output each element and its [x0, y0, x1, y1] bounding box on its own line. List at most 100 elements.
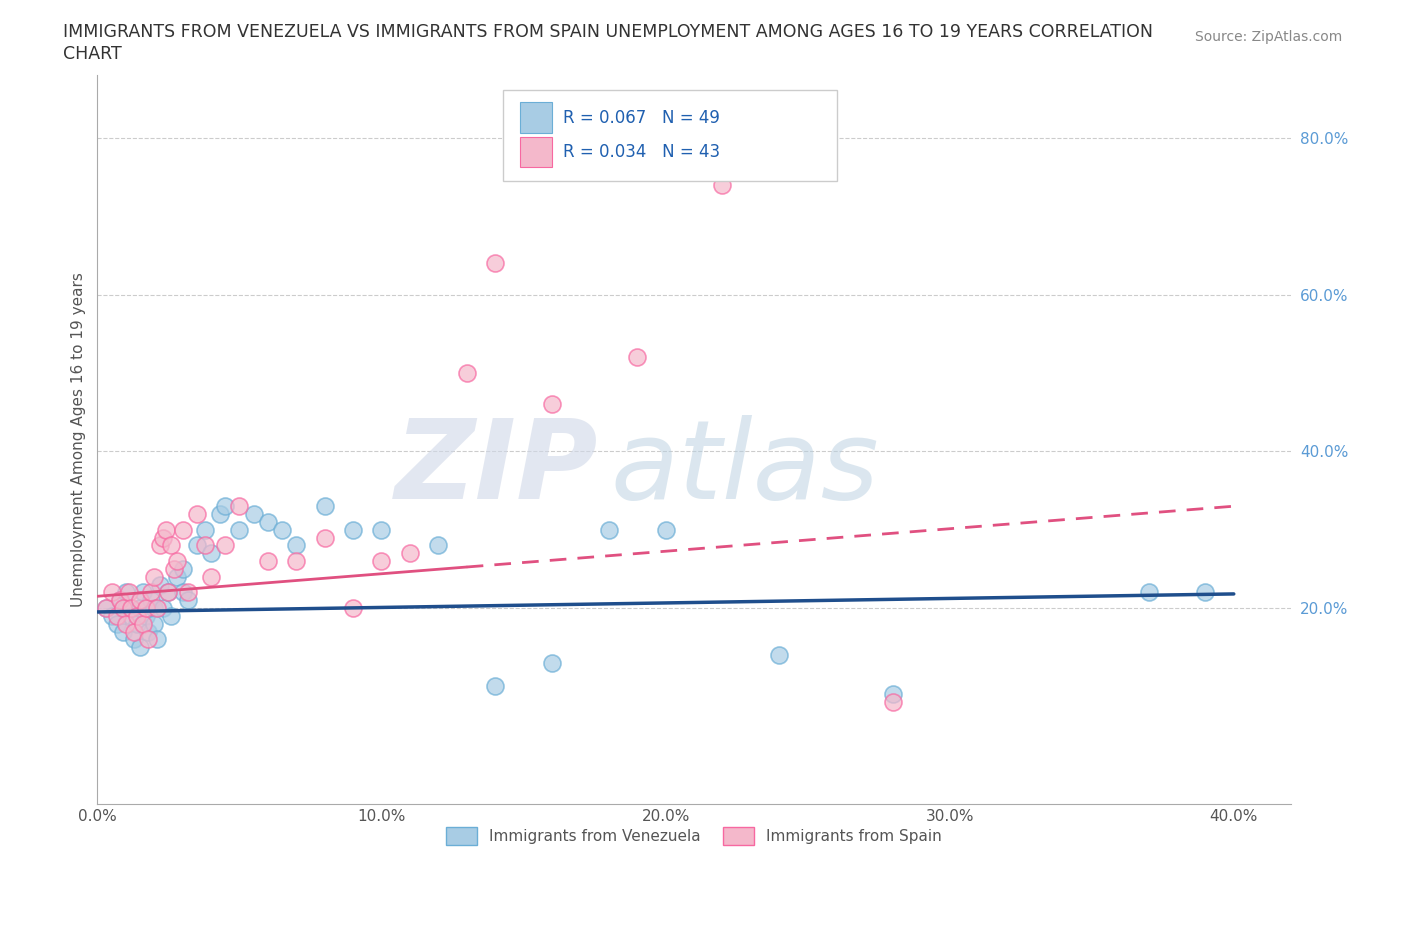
Point: [768, 647, 790, 662]
Point: [94, 601, 117, 616]
Point: [186, 538, 208, 552]
Point: [228, 498, 250, 513]
Point: [163, 562, 186, 577]
Point: [108, 592, 131, 607]
Point: [105, 617, 128, 631]
Point: [100, 585, 122, 600]
Point: [166, 553, 188, 568]
Point: [166, 569, 188, 584]
Point: [160, 538, 183, 552]
Y-axis label: Unemployment Among Ages 16 to 19 years: Unemployment Among Ages 16 to 19 years: [72, 272, 86, 607]
Point: [541, 397, 564, 412]
Point: [370, 523, 392, 538]
Point: [143, 569, 166, 584]
Point: [146, 631, 169, 646]
Point: [149, 578, 172, 592]
Point: [214, 498, 236, 513]
Point: [143, 617, 166, 631]
Point: [149, 538, 172, 552]
Text: atlas: atlas: [610, 416, 879, 523]
Point: [141, 592, 163, 607]
Point: [256, 514, 278, 529]
Point: [711, 178, 734, 193]
Point: [141, 585, 163, 600]
Point: [124, 631, 146, 646]
Point: [146, 601, 169, 616]
Point: [129, 592, 152, 607]
Point: [138, 631, 160, 646]
Point: [114, 617, 136, 631]
Text: R = 0.034   N = 43: R = 0.034 N = 43: [562, 143, 720, 161]
Point: [100, 608, 122, 623]
Point: [152, 530, 174, 545]
Text: CHART: CHART: [63, 45, 122, 62]
Point: [484, 679, 506, 694]
Point: [127, 617, 149, 631]
Point: [172, 562, 194, 577]
Point: [194, 538, 217, 552]
Legend: Immigrants from Venezuela, Immigrants from Spain: Immigrants from Venezuela, Immigrants fr…: [440, 821, 948, 851]
Point: [157, 585, 180, 600]
Point: [152, 601, 174, 616]
Point: [370, 553, 392, 568]
Text: R = 0.067   N = 49: R = 0.067 N = 49: [562, 109, 720, 126]
Point: [108, 592, 131, 607]
Point: [342, 523, 364, 538]
Point: [314, 530, 336, 545]
Point: [208, 507, 231, 522]
Point: [626, 350, 648, 365]
FancyBboxPatch shape: [520, 102, 553, 133]
Point: [117, 585, 139, 600]
Point: [200, 546, 222, 561]
Point: [285, 553, 308, 568]
Point: [124, 624, 146, 639]
Point: [484, 256, 506, 271]
Point: [541, 656, 564, 671]
Point: [598, 523, 620, 538]
Point: [120, 601, 142, 616]
Point: [399, 546, 422, 561]
Point: [143, 601, 166, 616]
Point: [427, 538, 450, 552]
Point: [1194, 585, 1216, 600]
Point: [314, 498, 336, 513]
Point: [132, 617, 155, 631]
Point: [127, 608, 149, 623]
Point: [194, 523, 217, 538]
Point: [177, 592, 200, 607]
Point: [172, 585, 194, 600]
Point: [105, 608, 128, 623]
Point: [157, 585, 180, 600]
Point: [285, 538, 308, 552]
Point: [456, 365, 478, 380]
Point: [94, 601, 117, 616]
Point: [242, 507, 264, 522]
Point: [228, 523, 250, 538]
Point: [111, 624, 134, 639]
Point: [172, 523, 194, 538]
FancyBboxPatch shape: [503, 90, 837, 181]
FancyBboxPatch shape: [520, 137, 553, 167]
Point: [654, 523, 676, 538]
Point: [132, 585, 155, 600]
Text: IMMIGRANTS FROM VENEZUELA VS IMMIGRANTS FROM SPAIN UNEMPLOYMENT AMONG AGES 16 TO: IMMIGRANTS FROM VENEZUELA VS IMMIGRANTS …: [63, 23, 1153, 41]
Point: [882, 686, 904, 701]
Point: [111, 601, 134, 616]
Point: [114, 585, 136, 600]
Point: [138, 624, 160, 639]
Point: [200, 569, 222, 584]
Point: [271, 523, 294, 538]
Point: [882, 695, 904, 710]
Point: [114, 601, 136, 616]
Point: [1137, 585, 1160, 600]
Point: [160, 608, 183, 623]
Point: [214, 538, 236, 552]
Point: [120, 608, 142, 623]
Point: [186, 507, 208, 522]
Point: [155, 523, 177, 538]
Point: [135, 608, 157, 623]
Point: [135, 601, 157, 616]
Point: [129, 601, 152, 616]
Point: [256, 553, 278, 568]
Point: [177, 585, 200, 600]
